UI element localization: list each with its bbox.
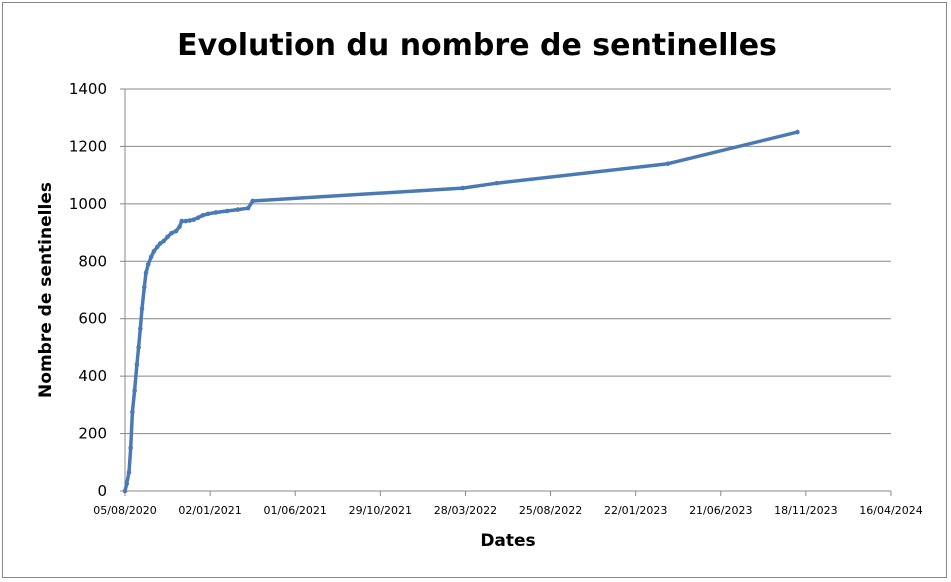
x-tick-label: 28/03/2022 bbox=[434, 504, 497, 517]
x-axis-title: Dates bbox=[480, 531, 535, 551]
data-point bbox=[124, 481, 130, 487]
y-tick-label: 1000 bbox=[69, 195, 107, 213]
series-line bbox=[123, 130, 800, 493]
x-tick-label: 21/06/2023 bbox=[689, 504, 752, 517]
data-point bbox=[213, 210, 219, 215]
data-point bbox=[136, 345, 141, 350]
y-tick-label: 1400 bbox=[69, 80, 107, 98]
data-point bbox=[169, 230, 174, 236]
y-tick-label: 0 bbox=[97, 482, 107, 500]
data-point bbox=[143, 270, 149, 276]
data-point bbox=[191, 217, 196, 222]
x-tick-label: 02/01/2021 bbox=[178, 504, 241, 517]
data-point bbox=[665, 161, 671, 166]
data-point bbox=[161, 238, 166, 244]
x-tick-label: 25/08/2022 bbox=[519, 504, 582, 517]
y-tick-label: 600 bbox=[78, 310, 107, 328]
data-point bbox=[177, 224, 182, 230]
data-point bbox=[183, 218, 189, 224]
data-point bbox=[139, 306, 145, 311]
x-tick-label: 16/04/2024 bbox=[859, 504, 922, 517]
x-tick-label: 18/11/2023 bbox=[774, 504, 837, 517]
y-tick-label: 800 bbox=[78, 252, 107, 270]
data-point bbox=[173, 228, 179, 234]
data-point bbox=[155, 244, 160, 250]
series-line-group bbox=[122, 129, 800, 494]
data-point bbox=[224, 208, 230, 214]
x-axis-ticks: 05/08/2020 02/01/2021 01/06/2021 29/10/2021… bbox=[93, 491, 923, 517]
x-tick-label: 29/10/2021 bbox=[349, 504, 412, 517]
data-point bbox=[151, 248, 157, 254]
data-point bbox=[148, 254, 154, 260]
data-point bbox=[200, 213, 206, 218]
data-point bbox=[245, 205, 251, 211]
gridlines bbox=[125, 88, 891, 435]
chart: Evolution du nombre de sentinelles 0 200 4… bbox=[36, 28, 923, 551]
data-point bbox=[235, 207, 241, 212]
data-point bbox=[134, 362, 140, 367]
y-tick-label: 400 bbox=[78, 367, 107, 385]
data-point bbox=[187, 218, 192, 223]
data-point bbox=[165, 234, 170, 240]
data-point bbox=[122, 488, 128, 494]
data-point bbox=[460, 185, 465, 191]
data-point bbox=[795, 129, 800, 135]
data-point bbox=[138, 326, 143, 332]
x-tick-label: 22/01/2023 bbox=[604, 504, 667, 517]
data-point bbox=[195, 215, 201, 220]
y-tick-label: 1200 bbox=[69, 137, 107, 155]
data-point bbox=[141, 284, 147, 290]
data-point bbox=[128, 445, 133, 451]
y-tick-label: 200 bbox=[78, 425, 107, 443]
data-point bbox=[126, 470, 132, 475]
y-axis-title: Nombre de sentinelles bbox=[36, 182, 56, 398]
data-point bbox=[494, 180, 499, 186]
data-point bbox=[130, 409, 135, 415]
data-point bbox=[132, 388, 137, 393]
y-axis-ticks: 0 200 400 600 800 1000 1200 1400 bbox=[69, 80, 125, 500]
data-point bbox=[157, 241, 163, 246]
data-point bbox=[145, 261, 151, 267]
data-point bbox=[205, 211, 211, 217]
chart-title: Evolution du nombre de sentinelles bbox=[177, 28, 777, 63]
x-tick-label: 05/08/2020 bbox=[93, 504, 156, 517]
data-point bbox=[179, 218, 185, 224]
x-tick-label: 01/06/2021 bbox=[264, 504, 327, 517]
data-point bbox=[250, 198, 255, 204]
